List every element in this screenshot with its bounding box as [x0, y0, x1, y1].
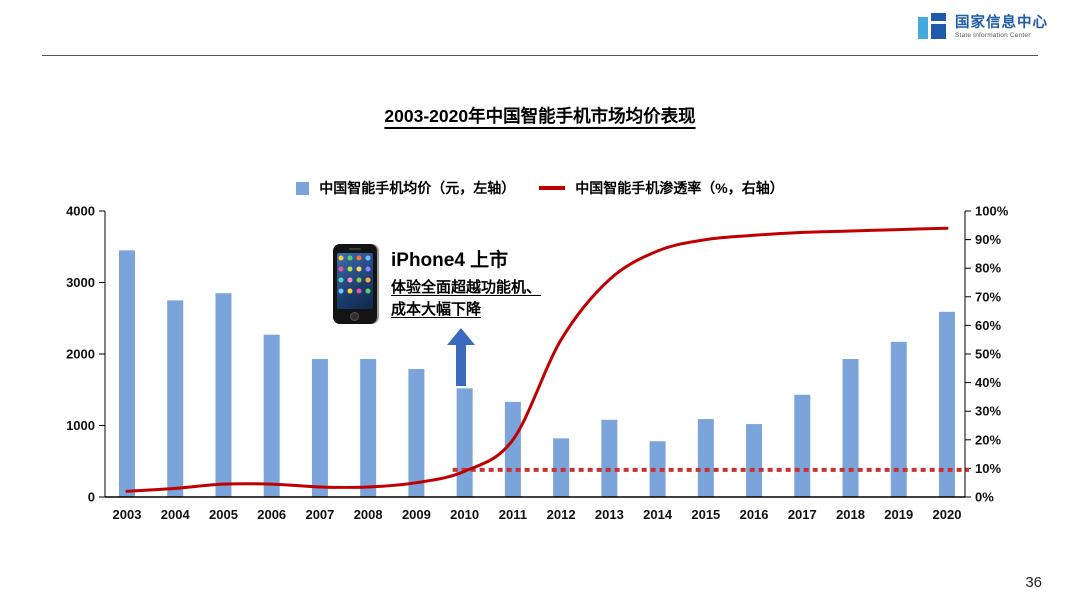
right-axis-tick: 50%: [975, 347, 1001, 362]
left-axis-tick: 1000: [66, 418, 95, 433]
bar-legend-label: 中国智能手机均价（元，左轴）: [319, 180, 516, 196]
x-axis-label: 2020: [933, 507, 962, 522]
right-axis-tick: 10%: [975, 461, 1001, 476]
left-axis-tick: 2000: [66, 347, 95, 362]
price-bar-2019: [890, 341, 907, 497]
right-axis-tick: 0%: [975, 490, 994, 505]
price-bar-2010: [456, 388, 473, 497]
x-axis-label: 2013: [595, 507, 624, 522]
annotation-heading: iPhone4 上市: [391, 250, 509, 271]
x-axis-label: 2012: [547, 507, 576, 522]
x-axis-label: 2019: [884, 507, 913, 522]
price-bar-2014: [649, 441, 666, 497]
x-axis-label: 2014: [643, 507, 673, 522]
logo-name-cn: 国家信息中心: [955, 14, 1048, 31]
x-axis-label: 2004: [161, 507, 191, 522]
price-bar-2016: [746, 424, 763, 497]
price-bar-2017: [794, 394, 811, 497]
iphone-home-button: [350, 312, 359, 321]
iphone-screen: [337, 253, 373, 309]
x-axis-label: 2005: [209, 507, 238, 522]
logo-icon: [918, 13, 948, 43]
right-axis-tick: 70%: [975, 289, 1001, 304]
left-axis-tick: 4000: [66, 204, 95, 219]
right-axis-tick: 40%: [975, 375, 1001, 390]
price-bar-2015: [697, 419, 714, 497]
x-axis-label: 2018: [836, 507, 865, 522]
logo-name-en: State Information Center: [955, 32, 1031, 40]
iphone-speaker: [349, 248, 361, 250]
right-axis-tick: 60%: [975, 318, 1001, 333]
price-bar-2018: [842, 359, 859, 497]
iphone-image: [333, 244, 377, 324]
annotation-arrow-icon: [447, 328, 475, 386]
price-bar-2013: [601, 419, 618, 497]
price-bar-2020: [939, 311, 955, 497]
left-axis-tick: 3000: [66, 275, 95, 290]
line-legend-label: 中国智能手机渗透率（%，右轴）: [575, 180, 784, 196]
x-axis-label: 2010: [450, 507, 479, 522]
bar-legend-swatch: [296, 181, 310, 195]
chart-legend: 中国智能手机均价（元，左轴） 中国智能手机渗透率（%，右轴）: [0, 178, 1080, 198]
annotation-line1: 体验全面超越功能机、: [391, 279, 542, 296]
price-bar-2012: [553, 438, 570, 497]
right-axis-tick: 30%: [975, 404, 1001, 419]
right-axis-tick: 100%: [975, 204, 1009, 219]
x-axis-label: 2011: [499, 507, 527, 522]
price-bar-2008: [360, 359, 377, 497]
right-axis-tick: 90%: [975, 232, 1001, 247]
page-number: 36: [1025, 574, 1042, 591]
x-axis-label: 2009: [402, 507, 431, 522]
price-bar-2011: [504, 401, 521, 497]
price-bar-2007: [311, 359, 328, 497]
price-bar-2004: [167, 300, 184, 497]
price-bar-2003: [119, 250, 135, 497]
x-axis-label: 2006: [257, 507, 286, 522]
x-axis-label: 2008: [354, 507, 383, 522]
header-divider: [42, 55, 1038, 56]
right-axis-tick: 80%: [975, 261, 1001, 276]
iphone4-annotation: iPhone4 上市 体验全面超越功能机、 成本大幅下降: [333, 244, 541, 324]
price-bar-2009: [408, 369, 425, 497]
penetration-line: [125, 226, 949, 493]
x-axis-label: 2017: [788, 507, 817, 522]
x-axis-label: 2003: [113, 507, 142, 522]
x-axis-label: 2016: [740, 507, 769, 522]
right-axis-tick: 20%: [975, 432, 1001, 447]
x-axis-label: 2007: [305, 507, 334, 522]
annotation-line2: 成本大幅下降: [391, 300, 482, 318]
x-axis-label: 2015: [691, 507, 720, 522]
logo: 国家信息中心 State Information Center: [918, 13, 1048, 43]
price-bar-2006: [263, 334, 280, 497]
chart-title: 2003-2020年中国智能手机市场均价表现: [384, 106, 696, 126]
line-legend-swatch: [539, 186, 566, 190]
left-axis-tick: 0: [88, 490, 95, 505]
price-bar-2005: [215, 293, 232, 497]
